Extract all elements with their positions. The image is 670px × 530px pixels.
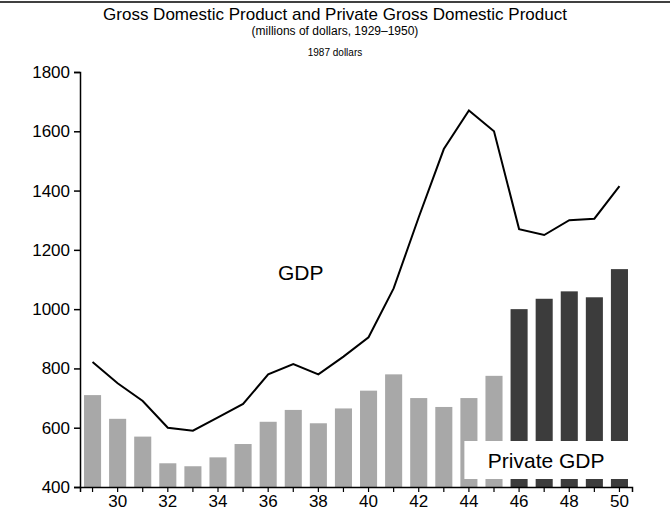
x-axis: 30 32 34 36 38 40 42 44 46 48 50: [81, 487, 633, 511]
bar: [84, 395, 101, 487]
y-tick-mark: [74, 309, 80, 311]
plot-area: [84, 111, 628, 487]
x-tick-mark: [92, 487, 93, 492]
y-tick-label: 800: [42, 359, 70, 378]
y-tick-mark: [74, 131, 80, 133]
y-tick: 400: [42, 478, 80, 497]
bar: [184, 466, 201, 487]
series-label: Private GDP: [488, 449, 605, 472]
x-tick: 36: [259, 487, 278, 511]
y-tick-label: 1000: [32, 300, 70, 319]
x-tick-label: 40: [359, 492, 378, 511]
x-tick: [544, 487, 545, 492]
bar: [435, 407, 452, 487]
x-tick: [243, 487, 244, 492]
x-tick: [92, 487, 93, 492]
x-tick: 50: [610, 487, 629, 511]
series-label: GDP: [278, 261, 324, 284]
x-tick-label: 32: [158, 492, 177, 511]
y-tick-mark: [74, 190, 80, 192]
series-labels: Private GDP GDP: [278, 261, 628, 479]
x-tick: [142, 487, 143, 492]
bar: [335, 408, 352, 487]
y-tick: 1000: [32, 300, 80, 319]
bar: [209, 457, 226, 487]
bar: [134, 437, 151, 487]
bar: [109, 419, 126, 487]
x-tick: [192, 487, 193, 492]
x-tick: 44: [459, 487, 478, 511]
x-tick-label: 42: [409, 492, 428, 511]
y-tick: 1800: [32, 63, 80, 82]
x-tick-mark: [242, 487, 243, 492]
y-axis-line: [74, 73, 81, 488]
bar: [310, 423, 327, 487]
y-tick: 1600: [32, 122, 80, 141]
bar: [285, 410, 302, 487]
x-tick: 38: [309, 487, 328, 511]
y-tick-label: 600: [42, 419, 70, 438]
subtitle: (millions of dollars, 1929–1950): [252, 24, 419, 38]
y-tick-mark: [74, 427, 80, 429]
chart: Gross Domestic Product and Private Gross…: [0, 0, 670, 530]
x-tick-label: 46: [510, 492, 529, 511]
annotation: 1987 dollars: [308, 47, 362, 58]
bar: [159, 463, 176, 487]
x-tick-label: 44: [459, 492, 478, 511]
x-tick-mark: [493, 487, 494, 492]
x-tick-label: 38: [309, 492, 328, 511]
y-tick: 800: [42, 359, 80, 378]
bar: [410, 398, 427, 487]
x-tick: 30: [108, 487, 127, 511]
y-tick: 1400: [32, 182, 80, 201]
x-tick-label: 36: [259, 492, 278, 511]
y-tick-label: 1200: [32, 241, 70, 260]
y-tick: 1200: [32, 241, 80, 260]
y-tick-label: 1400: [32, 182, 70, 201]
x-tick-mark: [393, 487, 394, 492]
x-tick-label: 34: [209, 492, 228, 511]
x-tick-mark: [343, 487, 344, 492]
y-tick-label: 1600: [32, 122, 70, 141]
x-tick-label: 48: [560, 492, 579, 511]
y-axis: 400 600 800 1000 1200 1400 1600 1800: [32, 63, 80, 497]
x-tick: [293, 487, 294, 492]
x-tick: [343, 487, 344, 492]
bar-series: [84, 269, 628, 487]
x-tick: [443, 487, 444, 492]
x-tick: [494, 487, 495, 492]
x-tick-mark: [293, 487, 294, 492]
title: Gross Domestic Product and Private Gross…: [103, 5, 567, 24]
bar: [385, 374, 402, 487]
x-tick-mark: [443, 487, 444, 492]
x-tick: [594, 487, 595, 492]
x-tick-label: 30: [108, 492, 127, 511]
y-tick-mark: [74, 368, 80, 370]
x-tick-label: 50: [610, 492, 629, 511]
x-tick: 42: [409, 487, 428, 511]
x-tick-mark: [594, 487, 595, 492]
bar: [235, 444, 252, 487]
bar: [260, 422, 277, 487]
x-tick: 40: [359, 487, 378, 511]
y-tick: 600: [42, 419, 80, 438]
bar: [360, 391, 377, 487]
line: [93, 111, 620, 431]
x-tick: 48: [560, 487, 579, 511]
label-box: [464, 441, 628, 479]
y-tick-mark: [74, 250, 80, 252]
x-tick: 34: [209, 487, 228, 511]
y-tick-mark: [74, 72, 80, 74]
x-tick: 32: [158, 487, 177, 511]
x-tick: 46: [510, 487, 529, 511]
y-tick-mark: [74, 487, 80, 489]
top-rule: [0, 1, 670, 3]
x-tick: [393, 487, 394, 492]
x-tick-mark: [142, 487, 143, 492]
x-tick-mark: [544, 487, 545, 492]
y-tick-label: 1800: [32, 63, 70, 82]
y-tick-label: 400: [42, 478, 70, 497]
x-tick-mark: [192, 487, 193, 492]
